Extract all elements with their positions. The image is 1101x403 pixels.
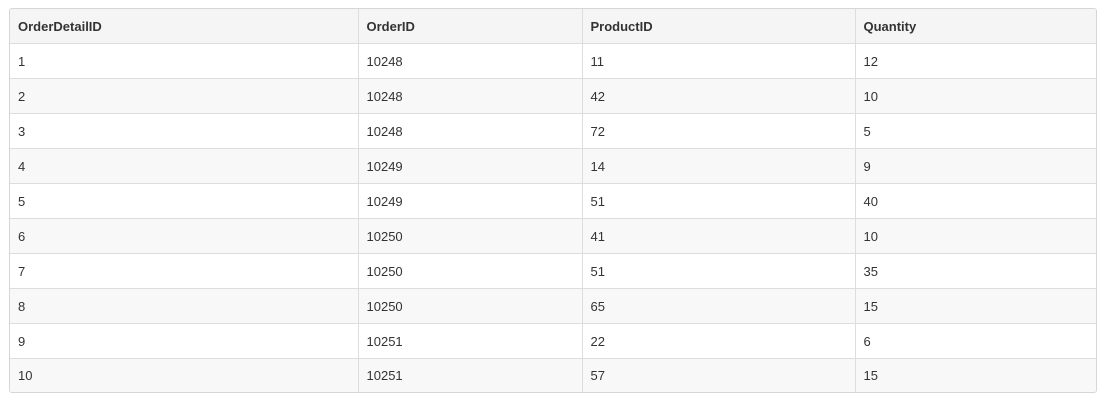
column-header-quantity: Quantity xyxy=(854,9,1096,44)
table-row: 2 10248 42 10 xyxy=(10,78,1096,114)
order-details-table-container: OrderDetailID OrderID ProductID Quantity… xyxy=(9,8,1097,393)
cell-orderid: 10250 xyxy=(357,218,582,254)
table-body: 1 10248 11 12 2 10248 42 10 3 10248 72 5… xyxy=(10,43,1096,392)
cell-productid: 51 xyxy=(581,253,855,289)
table-row: 10 10251 57 15 xyxy=(10,358,1096,392)
cell-orderid: 10250 xyxy=(357,253,582,289)
cell-quantity: 5 xyxy=(854,113,1096,149)
table-row: 9 10251 22 6 xyxy=(10,323,1096,359)
cell-orderdetailid: 4 xyxy=(10,148,358,184)
table-row: 5 10249 51 40 xyxy=(10,183,1096,219)
cell-orderdetailid: 6 xyxy=(10,218,358,254)
cell-orderid: 10249 xyxy=(357,183,582,219)
cell-quantity: 6 xyxy=(854,323,1096,359)
cell-productid: 42 xyxy=(581,78,855,114)
cell-orderdetailid: 7 xyxy=(10,253,358,289)
cell-quantity: 12 xyxy=(854,43,1096,79)
cell-productid: 14 xyxy=(581,148,855,184)
cell-orderid: 10248 xyxy=(357,78,582,114)
cell-orderid: 10249 xyxy=(357,148,582,184)
cell-quantity: 15 xyxy=(854,288,1096,324)
cell-quantity: 35 xyxy=(854,253,1096,289)
cell-productid: 22 xyxy=(581,323,855,359)
order-details-table: OrderDetailID OrderID ProductID Quantity… xyxy=(10,9,1096,392)
table-header: OrderDetailID OrderID ProductID Quantity xyxy=(10,9,1096,44)
cell-orderdetailid: 8 xyxy=(10,288,358,324)
table-row: 3 10248 72 5 xyxy=(10,113,1096,149)
cell-orderdetailid: 5 xyxy=(10,183,358,219)
cell-orderid: 10250 xyxy=(357,288,582,324)
cell-orderdetailid: 9 xyxy=(10,323,358,359)
column-header-orderdetailid: OrderDetailID xyxy=(10,9,358,44)
cell-quantity: 10 xyxy=(854,78,1096,114)
cell-productid: 57 xyxy=(581,358,855,392)
cell-quantity: 9 xyxy=(854,148,1096,184)
column-header-productid: ProductID xyxy=(581,9,855,44)
cell-quantity: 40 xyxy=(854,183,1096,219)
cell-productid: 72 xyxy=(581,113,855,149)
table-row: 6 10250 41 10 xyxy=(10,218,1096,254)
cell-orderdetailid: 10 xyxy=(10,358,358,392)
cell-orderid: 10251 xyxy=(357,358,582,392)
cell-quantity: 15 xyxy=(854,358,1096,392)
cell-orderdetailid: 3 xyxy=(10,113,358,149)
cell-productid: 51 xyxy=(581,183,855,219)
cell-orderdetailid: 1 xyxy=(10,43,358,79)
cell-orderdetailid: 2 xyxy=(10,78,358,114)
table-row: 1 10248 11 12 xyxy=(10,43,1096,79)
cell-orderid: 10248 xyxy=(357,113,582,149)
cell-orderid: 10248 xyxy=(357,43,582,79)
cell-productid: 11 xyxy=(581,43,855,79)
cell-quantity: 10 xyxy=(854,218,1096,254)
cell-productid: 41 xyxy=(581,218,855,254)
table-row: 7 10250 51 35 xyxy=(10,253,1096,289)
cell-productid: 65 xyxy=(581,288,855,324)
column-header-orderid: OrderID xyxy=(357,9,582,44)
header-row: OrderDetailID OrderID ProductID Quantity xyxy=(10,9,1096,44)
table-row: 8 10250 65 15 xyxy=(10,288,1096,324)
table-row: 4 10249 14 9 xyxy=(10,148,1096,184)
cell-orderid: 10251 xyxy=(357,323,582,359)
